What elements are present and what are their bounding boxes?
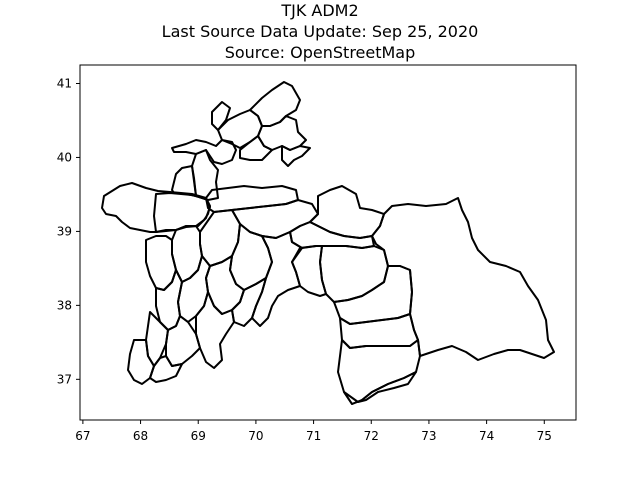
title-line-update: Last Source Data Update: Sep 25, 2020 <box>161 22 479 41</box>
y-tick-label: 39 <box>57 224 72 238</box>
title-line-source: Source: OpenStreetMap <box>224 43 416 62</box>
region-boundary <box>239 135 273 161</box>
region-boundary <box>195 291 235 369</box>
x-tick-label: 73 <box>421 429 436 443</box>
y-tick-label: 38 <box>57 298 72 312</box>
region-boundary <box>165 315 201 367</box>
x-axis: 67 68 69 70 71 72 73 74 75 <box>75 420 552 443</box>
y-tick-label: 41 <box>57 76 72 90</box>
x-tick-label: 74 <box>479 429 494 443</box>
region-boundary <box>281 145 311 167</box>
region-boundary <box>343 371 417 405</box>
region-boundary <box>257 115 307 151</box>
y-axis: 37 38 39 40 41 <box>57 76 80 386</box>
x-tick-label: 71 <box>306 429 321 443</box>
region-boundary <box>231 277 267 327</box>
x-tick-label: 67 <box>75 429 90 443</box>
y-tick-label: 37 <box>57 372 72 386</box>
x-tick-label: 75 <box>537 429 552 443</box>
title-line-country: TJK ADM2 <box>281 1 359 20</box>
x-tick-label: 72 <box>364 429 379 443</box>
region-boundary <box>149 355 183 383</box>
region-boundary <box>211 101 231 131</box>
map-title: TJK ADM2 Last Source Data Update: Sep 25… <box>0 0 640 63</box>
region-boundary <box>127 339 155 385</box>
district-boundaries <box>101 81 555 405</box>
x-tick-label: 68 <box>133 429 148 443</box>
plot-frame <box>79 64 577 421</box>
x-tick-label: 70 <box>248 429 263 443</box>
x-tick-label: 69 <box>191 429 206 443</box>
y-tick-label: 40 <box>57 150 72 164</box>
region-boundary <box>155 269 183 331</box>
region-boundary <box>171 139 237 165</box>
